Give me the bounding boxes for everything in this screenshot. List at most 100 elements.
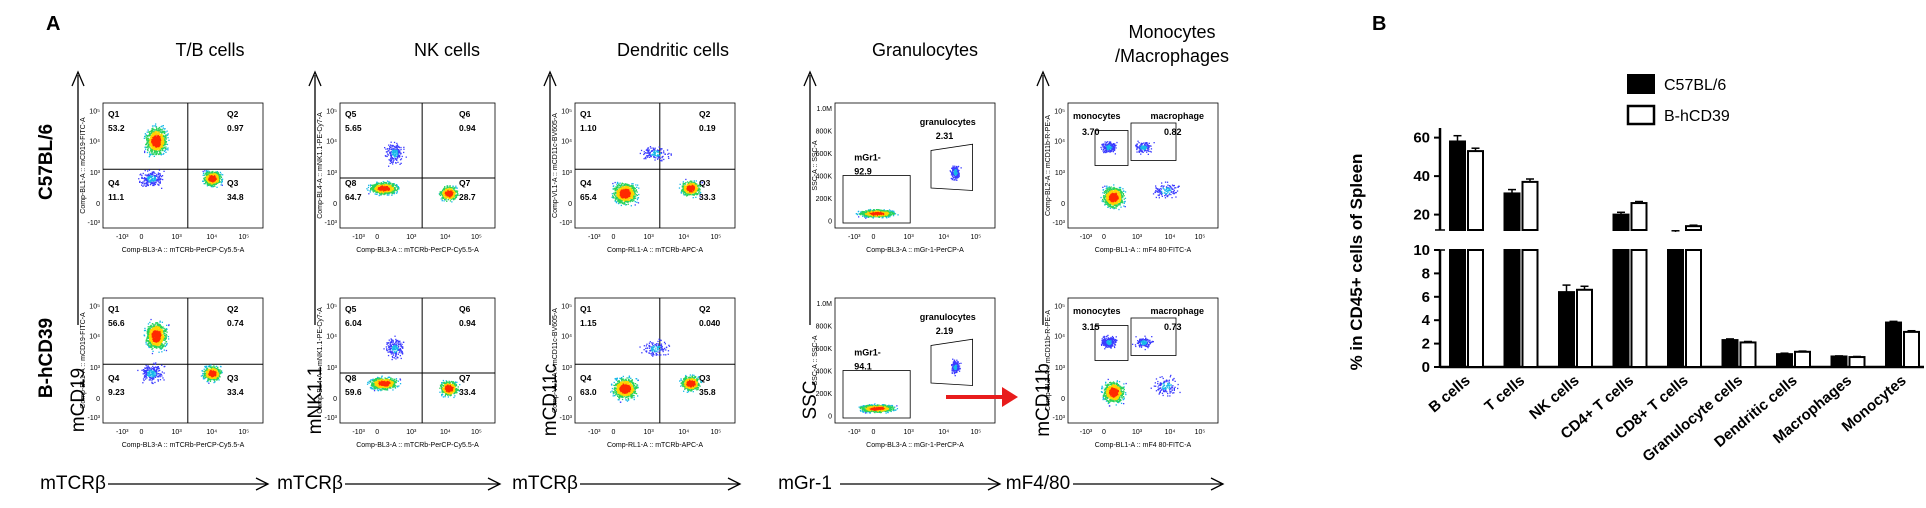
- event-dot: [157, 141, 159, 143]
- x-tick-label: -10³: [116, 234, 129, 241]
- event-dot: [445, 188, 448, 190]
- panel-a-letter: A: [46, 13, 60, 35]
- event-dot: [148, 131, 150, 133]
- event-dot: [391, 192, 393, 195]
- event-dot: [210, 178, 212, 181]
- event-dot: [164, 138, 166, 140]
- event-dot: [206, 177, 208, 179]
- event-dot: [158, 141, 160, 144]
- event-dot: [163, 132, 165, 134]
- event-dot: [153, 174, 155, 177]
- event-dot: [155, 126, 157, 128]
- event-dot: [153, 324, 155, 326]
- event-dot: [147, 181, 149, 183]
- event-dot: [161, 336, 163, 339]
- event-dot: [151, 352, 154, 355]
- event-dot: [152, 333, 154, 335]
- event-dot: [396, 142, 398, 145]
- event-dot: [159, 379, 162, 381]
- event-dot: [159, 337, 161, 339]
- event-dot: [150, 181, 152, 183]
- event-dot: [220, 184, 222, 186]
- event-dot: [366, 383, 369, 385]
- event-dot: [159, 131, 162, 133]
- event-dot: [160, 145, 163, 147]
- event-dot: [207, 371, 210, 373]
- event-dot: [149, 339, 151, 341]
- event-dot: [203, 177, 205, 179]
- event-dot: [152, 134, 154, 136]
- event-dot: [158, 139, 160, 142]
- event-dot: [213, 184, 215, 186]
- event-dot: [148, 143, 150, 145]
- event-dot: [403, 146, 405, 148]
- event-dot: [151, 137, 153, 139]
- x-tick-label: 10³: [172, 234, 183, 241]
- event-dot: [153, 325, 156, 327]
- event-dot: [372, 191, 375, 193]
- event-dot: [211, 375, 213, 377]
- event-dot: [388, 189, 390, 191]
- event-dot: [208, 172, 211, 174]
- x-tick-label: -10³: [116, 429, 129, 436]
- event-dot: [205, 176, 207, 178]
- event-dot: [208, 181, 210, 183]
- event-dot: [375, 191, 377, 193]
- y-tick-label: -10³: [325, 220, 338, 227]
- event-dot: [143, 184, 145, 186]
- event-dot: [158, 148, 160, 150]
- event-dot: [206, 182, 208, 184]
- event-dot: [148, 156, 150, 158]
- event-dot: [218, 177, 221, 179]
- gate-value-q1: 56.6: [108, 318, 125, 328]
- y-tick-label: 0: [333, 201, 337, 208]
- event-dot: [217, 369, 220, 371]
- event-dot: [400, 158, 403, 160]
- event-dot: [155, 146, 157, 148]
- event-dot: [145, 135, 147, 137]
- event-dot: [153, 139, 155, 141]
- event-dot: [388, 185, 390, 188]
- event-dot: [144, 133, 146, 135]
- event-dot: [147, 145, 149, 147]
- event-dot: [146, 151, 149, 154]
- event-dot: [392, 148, 394, 150]
- event-dot: [454, 192, 456, 194]
- event-dot: [203, 368, 205, 370]
- event-dot: [153, 125, 155, 127]
- gate-label-q6: Q6: [459, 109, 471, 119]
- event-dot: [159, 152, 161, 154]
- event-dot: [151, 151, 153, 154]
- event-dot: [153, 143, 155, 145]
- event-dot: [152, 137, 155, 140]
- event-dot: [211, 184, 213, 186]
- event-dot: [394, 152, 396, 154]
- event-dot: [449, 196, 451, 198]
- event-dot: [212, 379, 215, 381]
- event-dot: [213, 175, 215, 177]
- event-dot: [154, 323, 156, 325]
- event-dot: [150, 330, 152, 332]
- event-dot: [151, 138, 153, 141]
- event-dot: [207, 365, 210, 367]
- event-dot: [382, 188, 384, 190]
- event-dot: [389, 162, 391, 164]
- event-dot: [387, 150, 389, 152]
- event-dot: [212, 372, 214, 374]
- event-dot: [393, 150, 395, 152]
- event-dot: [148, 169, 151, 171]
- event-dot: [384, 188, 386, 190]
- event-dot: [390, 156, 392, 158]
- event-dot: [163, 128, 165, 130]
- event-dot: [161, 130, 164, 132]
- event-dot: [209, 174, 211, 176]
- event-dot: [444, 197, 446, 199]
- event-dot: [149, 142, 151, 144]
- event-dot: [152, 143, 154, 145]
- event-dot: [392, 189, 394, 191]
- event-dot: [153, 131, 155, 133]
- event-dot: [144, 373, 147, 375]
- event-dot: [207, 181, 209, 183]
- event-dot: [367, 381, 369, 384]
- x-tick-label: 10⁴: [206, 429, 217, 436]
